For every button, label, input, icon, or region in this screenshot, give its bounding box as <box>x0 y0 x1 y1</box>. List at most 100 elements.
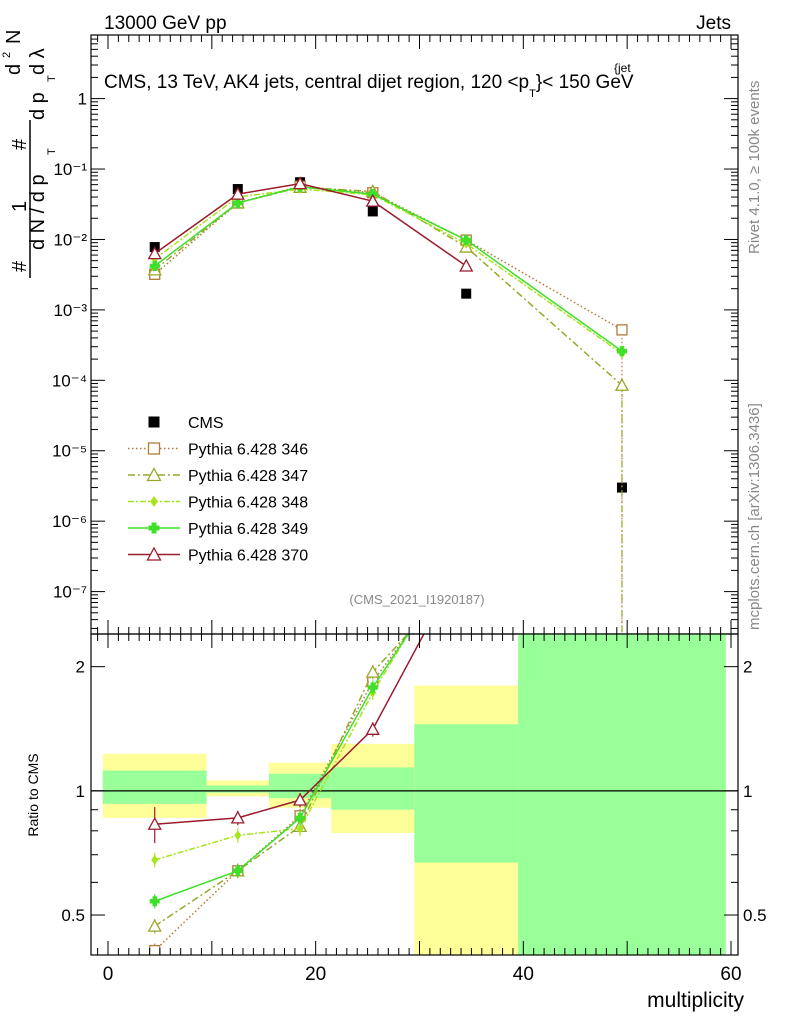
legend-marker-5 <box>146 546 162 561</box>
legend-label-4: Pythia 6.428 349 <box>188 521 308 538</box>
rivet-label: Rivet 4.1.0, ≥ 100k events <box>746 81 763 254</box>
main-y-axis: 10⁻⁷ 10⁻⁶ 10⁻⁵ 10⁻⁴ 10⁻³ 10⁻² 10⁻¹ 1 <box>52 34 738 629</box>
y-tick-label: 10⁻⁵ <box>52 442 87 461</box>
legend-label-1: Pythia 6.428 346 <box>188 442 308 459</box>
data-point-5-1 <box>230 186 245 200</box>
ratio-y-tick-label-right: 2 <box>743 658 752 677</box>
ratio-point-1-0 <box>147 918 162 932</box>
ratio-y-tick-label: 1 <box>76 782 85 801</box>
legend: CMS Pythia 6.428 346 Pythia 6.428 347 Pythi… <box>128 415 308 565</box>
series-line-4 <box>154 186 623 352</box>
data-point-4-1 <box>232 197 243 208</box>
data-point-0-4 <box>461 288 472 299</box>
legend-item-4: Pythia 6.428 349 <box>128 521 308 538</box>
title-sub: T <box>529 88 536 100</box>
ratio-series-3 <box>149 634 410 909</box>
svg-text:CMS, 13 TeV, AK4 jets, central: CMS, 13 TeV, AK4 jets, central dijet reg… <box>104 72 634 100</box>
ratio-point-4-3 <box>365 721 380 735</box>
x-tick-label: 40 <box>513 964 534 985</box>
x-tick-label: 60 <box>720 964 741 985</box>
data-point-5-2 <box>292 176 308 190</box>
header-right: Jets <box>696 13 731 34</box>
watermark: (CMS_2021_I1920187) <box>349 592 484 607</box>
plot-title: CMS, 13 TeV, AK4 jets, central dijet reg… <box>104 61 634 100</box>
header-left: 13000 GeV pp <box>104 13 227 34</box>
legend-item-0: CMS <box>148 415 224 432</box>
uncertainty-band-green-4 <box>414 724 519 863</box>
y-label-part-3: T <box>46 148 58 155</box>
title-sup: {jet <box>614 61 631 75</box>
ratio-point-4-0 <box>147 816 162 830</box>
legend-marker-0 <box>148 416 160 428</box>
ratio-frame <box>90 633 739 956</box>
uncertainty-band-green-3 <box>331 767 415 810</box>
ratio-y-axis-label: Ratio to CMS <box>25 753 41 836</box>
series-line-1 <box>154 185 623 331</box>
ratio-point-0-0 <box>149 944 161 955</box>
legend-marker-2 <box>146 467 162 482</box>
legend-label-0: CMS <box>188 415 224 432</box>
data-point-0-5 <box>616 482 627 493</box>
data-point-4-4 <box>461 235 472 246</box>
y-tick-label: 10⁻² <box>53 230 87 249</box>
ratio-point-3-1 <box>232 865 243 876</box>
x-tick-label: 20 <box>305 964 326 985</box>
uncertainty-band-green-1 <box>206 785 269 793</box>
y-label-part-8: 2 <box>1 52 13 58</box>
data-point-4-5 <box>616 346 627 357</box>
ratio-point-4-1 <box>230 810 245 824</box>
ratio-point-2-1 <box>234 830 242 841</box>
series-4 <box>149 181 627 357</box>
y-tick-label: 1 <box>78 90 87 109</box>
y-label-part-7: d <box>3 64 25 75</box>
data-point-5-4 <box>459 258 474 272</box>
data-point-5-3 <box>365 193 380 207</box>
data-point-5-0 <box>147 246 162 260</box>
ratio-y-tick-label: 2 <box>76 658 85 677</box>
ratio-line-0 <box>154 634 409 952</box>
data-point-2-5 <box>614 377 630 391</box>
legend-marker-1 <box>147 442 161 455</box>
series-line-3 <box>154 188 623 355</box>
data-point-0-3 <box>367 206 378 217</box>
legend-item-3: Pythia 6.428 348 <box>128 495 308 512</box>
series-2 <box>147 179 630 634</box>
title-post: }< 150 GeV <box>536 72 634 93</box>
series-1 <box>149 180 628 634</box>
series-5 <box>147 176 474 272</box>
ratio-point-1-3 <box>365 664 380 678</box>
ratio-point-4-2 <box>292 792 308 806</box>
ratio-bands <box>102 634 726 955</box>
legend-marker-3 <box>150 496 158 507</box>
y-label-part-2: d N / d p <box>27 174 49 250</box>
title-main: CMS, 13 TeV, AK4 jets, central dijet reg… <box>104 72 529 93</box>
y-label-part-9: N <box>3 30 25 44</box>
legend-item-2: Pythia 6.428 347 <box>128 467 308 485</box>
legend-item-5: Pythia 6.428 370 <box>128 546 308 565</box>
ratio-point-3-2 <box>295 812 306 823</box>
y-label-part-4: # <box>9 138 31 150</box>
legend-marker-4 <box>148 522 160 534</box>
legend-item-1: Pythia 6.428 346 <box>128 442 308 459</box>
y-tick-label: 10⁻¹ <box>53 160 87 179</box>
ratio-point-3-3 <box>367 682 378 693</box>
x-tick-label: 0 <box>103 964 114 985</box>
ratio-y-axis: 0.5 0.5 1 1 2 2 <box>61 658 767 956</box>
y-label-part-10: d λ <box>27 48 49 75</box>
series-3 <box>151 184 626 359</box>
series-line-2 <box>154 186 623 386</box>
ratio-y-tick-label-right: 1 <box>743 782 752 801</box>
ratio-point-2-0 <box>151 854 159 865</box>
legend-label-3: Pythia 6.428 348 <box>188 495 308 512</box>
y-tick-label: 10⁻³ <box>53 301 87 320</box>
legend-label-5: Pythia 6.428 370 <box>188 548 308 565</box>
main-y-axis-label: #1d N / d p T # d p Td 2 Nd λ <box>1 30 58 278</box>
ratio-y-tick-label: 0.5 <box>61 906 85 925</box>
legend-label-2: Pythia 6.428 347 <box>188 468 308 485</box>
y-label-part-1: 1 <box>9 201 31 212</box>
y-tick-label: 10⁻⁶ <box>52 512 87 531</box>
y-tick-label: 10⁻⁴ <box>52 371 87 390</box>
data-point-4-0 <box>149 260 160 271</box>
ratio-y-tick-label-right: 0.5 <box>743 906 767 925</box>
